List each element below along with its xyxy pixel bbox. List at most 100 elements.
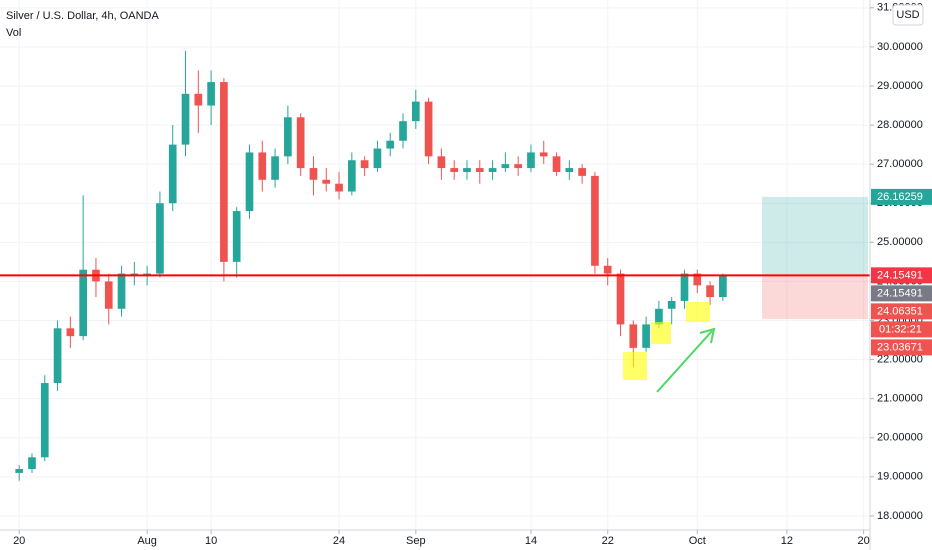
price-tag bbox=[871, 285, 932, 302]
candle-body bbox=[130, 273, 139, 275]
candle-body bbox=[143, 273, 151, 275]
y-tick-label: 30.00000 bbox=[877, 41, 923, 53]
price-tag bbox=[871, 188, 932, 205]
candle-body bbox=[104, 281, 113, 309]
candle-body bbox=[539, 152, 548, 157]
candle-body bbox=[220, 82, 228, 262]
candle-body bbox=[667, 300, 676, 309]
x-tick-label: 10 bbox=[205, 535, 217, 547]
price-tag-label: 24.15491 bbox=[877, 287, 923, 299]
candle-body bbox=[15, 469, 24, 473]
candle-body bbox=[399, 121, 407, 141]
currency-label: USD bbox=[896, 9, 919, 21]
chart-title: Silver / U.S. Dollar, 4h, OANDA bbox=[6, 10, 159, 22]
candles bbox=[0, 50, 870, 481]
candle-body bbox=[629, 324, 638, 348]
candle-body bbox=[156, 203, 164, 274]
x-tick-label: 20 bbox=[13, 535, 25, 547]
y-tick-label: 25.00000 bbox=[877, 236, 923, 248]
candle-body bbox=[309, 168, 318, 180]
candle-body bbox=[565, 168, 574, 172]
candle-body bbox=[322, 179, 331, 184]
y-tick-label: 28.00000 bbox=[877, 119, 923, 131]
candle-body bbox=[501, 164, 510, 169]
countdown-label: 01:32:21 bbox=[879, 323, 922, 335]
candle-body bbox=[463, 168, 471, 172]
candle-body bbox=[53, 328, 62, 384]
price-tag bbox=[871, 303, 932, 320]
candle-body bbox=[578, 168, 586, 176]
candle-body bbox=[552, 156, 561, 172]
y-tick-label: 19.00000 bbox=[877, 471, 923, 483]
y-tick-label: 21.00000 bbox=[877, 393, 923, 405]
candle-body bbox=[424, 101, 433, 157]
x-tick-label: Aug bbox=[137, 535, 157, 547]
candle-body bbox=[258, 152, 267, 180]
candle-body bbox=[194, 93, 203, 106]
price-tag bbox=[871, 339, 932, 356]
candle-body bbox=[680, 273, 689, 301]
y-tick-label: 18.00000 bbox=[877, 510, 923, 522]
candle-body bbox=[616, 273, 625, 325]
x-tick-label: 12 bbox=[781, 535, 793, 547]
candle-body bbox=[693, 273, 702, 286]
candle-body bbox=[181, 93, 190, 145]
candle-body bbox=[719, 275, 727, 298]
candle-body bbox=[450, 168, 459, 172]
position-box bbox=[762, 196, 868, 320]
candle-body bbox=[360, 160, 369, 169]
candle-body bbox=[271, 156, 279, 180]
candle-body bbox=[117, 273, 126, 309]
candle-body bbox=[488, 168, 497, 172]
candle-body bbox=[527, 152, 535, 169]
candle-body bbox=[437, 156, 446, 169]
price-tag bbox=[871, 267, 932, 284]
highlight bbox=[651, 322, 671, 344]
y-tick-label: 27.00000 bbox=[877, 158, 923, 170]
price-tag-label: 23.03671 bbox=[877, 341, 923, 353]
x-tick-label: Sep bbox=[406, 535, 426, 547]
grid bbox=[0, 0, 870, 530]
y-tick-label: 22.00000 bbox=[877, 353, 923, 365]
highlight bbox=[686, 302, 710, 322]
candle-body bbox=[514, 164, 522, 169]
stop-zone bbox=[762, 275, 868, 320]
candle-body bbox=[411, 101, 420, 122]
candle-body bbox=[348, 160, 356, 192]
candle-body bbox=[232, 211, 241, 262]
candle-body bbox=[28, 457, 36, 470]
y-tick-label: 29.00000 bbox=[877, 80, 923, 92]
candle-body bbox=[475, 168, 484, 172]
candle-body bbox=[335, 183, 343, 192]
y-tick-label: 20.00000 bbox=[877, 432, 923, 444]
price-tag-label: 26.16259 bbox=[877, 191, 923, 203]
candle-body bbox=[591, 175, 599, 266]
x-tick-label: Oct bbox=[689, 535, 706, 547]
candle-body bbox=[386, 140, 395, 149]
candle-body bbox=[603, 265, 612, 274]
candle-body bbox=[40, 383, 49, 458]
target-zone bbox=[762, 196, 868, 276]
candle-body bbox=[373, 148, 382, 169]
x-tick-label: 14 bbox=[525, 535, 537, 547]
x-tick-label: 22 bbox=[602, 535, 614, 547]
price-tag-label: 24.15491 bbox=[877, 269, 923, 281]
candle-body bbox=[168, 144, 177, 204]
arrow-head bbox=[699, 327, 716, 344]
candle-body bbox=[642, 324, 650, 348]
candle-body bbox=[79, 269, 87, 337]
candle-body bbox=[655, 308, 663, 325]
candle-body bbox=[245, 152, 254, 212]
candle-body bbox=[706, 285, 714, 298]
candle-body bbox=[207, 82, 215, 106]
currency-button[interactable] bbox=[892, 4, 924, 26]
x-tick-label: 24 bbox=[333, 535, 345, 547]
arrow bbox=[656, 330, 713, 393]
axis: 18.00000 19.00000 20.00000 21.00000 22.00000… bbox=[13, 2, 932, 547]
volume-label: Vol bbox=[6, 27, 21, 39]
candle-body bbox=[66, 328, 75, 337]
x-tick-label: 20 bbox=[857, 535, 869, 547]
candle-body bbox=[296, 117, 305, 169]
countdown-tag bbox=[871, 321, 932, 338]
